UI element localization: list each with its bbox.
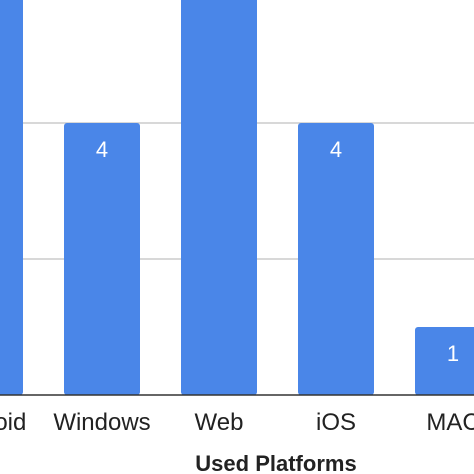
- x-tick-label: iOS: [316, 409, 356, 436]
- x-tick-label: Web: [195, 409, 244, 436]
- data-label: 1: [447, 341, 459, 366]
- bar-windows: [64, 123, 140, 395]
- data-label: 4: [330, 137, 342, 162]
- data-label: 4: [96, 137, 108, 162]
- bar-mac: [415, 327, 474, 395]
- bar-android: [0, 0, 23, 395]
- x-tick-label: MAC: [426, 409, 474, 436]
- bar-ios: [298, 123, 374, 395]
- x-tick-labels: Android Windows Web iOS MAC: [0, 409, 474, 436]
- x-tick-label: Windows: [53, 409, 150, 436]
- x-axis-title: Used Platforms: [195, 451, 356, 474]
- bars: [0, 0, 474, 395]
- x-tick-label: Android: [0, 409, 26, 436]
- data-labels: 41341: [96, 137, 459, 366]
- bar-web: [181, 0, 257, 395]
